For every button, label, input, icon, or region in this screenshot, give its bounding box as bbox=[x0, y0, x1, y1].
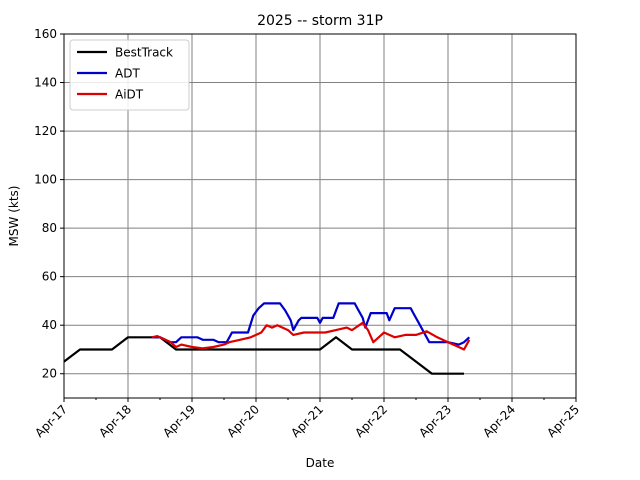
series-layer bbox=[63, 302, 471, 375]
x-axis-label: Date bbox=[306, 456, 335, 470]
legend: BestTrack ADT AiDT bbox=[69, 39, 190, 111]
series-line-adt bbox=[152, 302, 471, 346]
legend-label: BestTrack bbox=[115, 46, 173, 60]
legend-label: AiDT bbox=[115, 88, 144, 102]
legend-box bbox=[69, 39, 190, 111]
x-tick-label: Apr-24 bbox=[480, 402, 518, 440]
y-tick-label: 60 bbox=[42, 270, 57, 284]
x-tick-label: Apr-21 bbox=[288, 402, 326, 440]
x-tick-label: Apr-23 bbox=[416, 402, 454, 440]
y-tick-label: 140 bbox=[34, 76, 57, 90]
x-tick-label: Apr-18 bbox=[96, 402, 134, 440]
y-tick-label: 160 bbox=[34, 27, 57, 41]
y-tick-label: 40 bbox=[42, 318, 57, 332]
y-tick-label: 100 bbox=[34, 173, 57, 187]
x-tick-label: Apr-17 bbox=[32, 402, 70, 440]
x-tick-label: Apr-22 bbox=[352, 402, 390, 440]
legend-label: ADT bbox=[115, 67, 140, 81]
y-axis-label: MSW (kts) bbox=[7, 186, 21, 247]
series-line-aidt bbox=[151, 321, 471, 351]
y-tick-label: 80 bbox=[42, 221, 57, 235]
chart-title: 2025 -- storm 31P bbox=[257, 13, 383, 29]
series-line-besttrack bbox=[63, 336, 464, 375]
x-tick-label: Apr-19 bbox=[160, 402, 198, 440]
x-tick-label: Apr-20 bbox=[224, 402, 262, 440]
y-tick-label: 20 bbox=[42, 367, 57, 381]
x-tick-label: Apr-25 bbox=[544, 402, 582, 440]
y-tick-label: 120 bbox=[34, 124, 57, 138]
